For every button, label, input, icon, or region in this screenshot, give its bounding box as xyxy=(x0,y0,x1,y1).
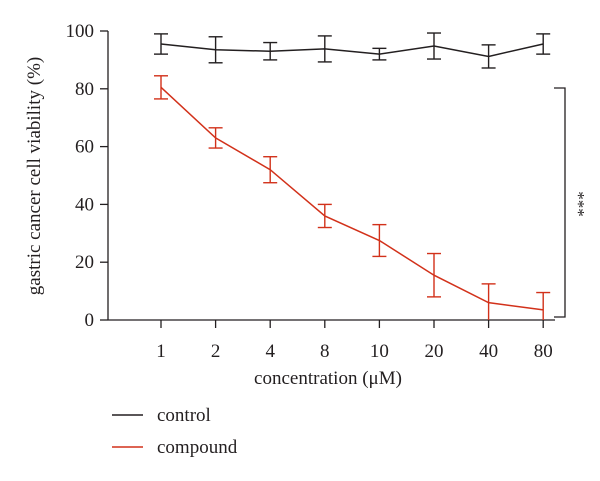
series-line-control xyxy=(160,43,544,58)
y-axis: 0 20 40 60 80 100 xyxy=(66,21,109,331)
error-bar xyxy=(372,47,387,61)
series-line-compound xyxy=(160,86,544,311)
error-bar xyxy=(317,203,332,229)
x-axis-title: concentration (μM) xyxy=(254,368,402,389)
x-axis: 1 2 4 8 10 20 40 80 xyxy=(108,319,555,362)
y-tick-label: 0 xyxy=(85,310,95,331)
error-bar xyxy=(427,252,441,298)
significance-bracket-line xyxy=(554,87,566,318)
error-bar xyxy=(208,36,223,64)
y-axis-title: gastric cancer cell viability (%) xyxy=(24,57,45,295)
x-tick-label: 8 xyxy=(320,341,330,362)
y-tick-label: 20 xyxy=(75,252,94,273)
error-bar xyxy=(154,75,168,100)
plot-area xyxy=(154,32,551,320)
error-bar xyxy=(372,223,387,258)
y-tick-label: 100 xyxy=(66,21,95,42)
x-tick-label: 10 xyxy=(370,341,389,362)
legend-label: control xyxy=(157,405,211,426)
error-bar xyxy=(154,33,168,55)
x-tick-label: 4 xyxy=(265,341,275,362)
legend-item-compound: compound xyxy=(112,437,238,458)
y-tick-label: 40 xyxy=(75,194,94,215)
significance-stars: *** xyxy=(569,191,588,217)
error-bar xyxy=(536,291,551,320)
x-tick-label: 40 xyxy=(479,341,498,362)
error-bar xyxy=(427,32,441,60)
series-control xyxy=(154,32,551,69)
legend-item-control: control xyxy=(112,405,211,426)
y-axis-ticks: 0 20 40 60 80 100 xyxy=(66,21,108,331)
error-bar xyxy=(208,127,223,149)
y-tick-label: 80 xyxy=(75,79,94,100)
series-compound xyxy=(154,75,551,320)
x-tick-label: 2 xyxy=(211,341,221,362)
error-bar xyxy=(481,44,496,69)
legend-label: compound xyxy=(157,437,238,458)
significance-bracket: *** xyxy=(554,87,588,318)
x-tick-label: 20 xyxy=(425,341,444,362)
legend: control compound xyxy=(112,405,238,458)
x-tick-label: 80 xyxy=(534,341,553,362)
error-bar xyxy=(317,35,332,63)
x-axis-ticks: 1 2 4 8 10 20 40 80 xyxy=(156,320,553,362)
error-bar xyxy=(536,33,551,55)
y-tick-label: 60 xyxy=(75,137,94,158)
x-tick-label: 1 xyxy=(156,341,166,362)
error-bar xyxy=(263,41,278,61)
error-bar xyxy=(263,156,278,184)
error-bar xyxy=(481,283,496,320)
